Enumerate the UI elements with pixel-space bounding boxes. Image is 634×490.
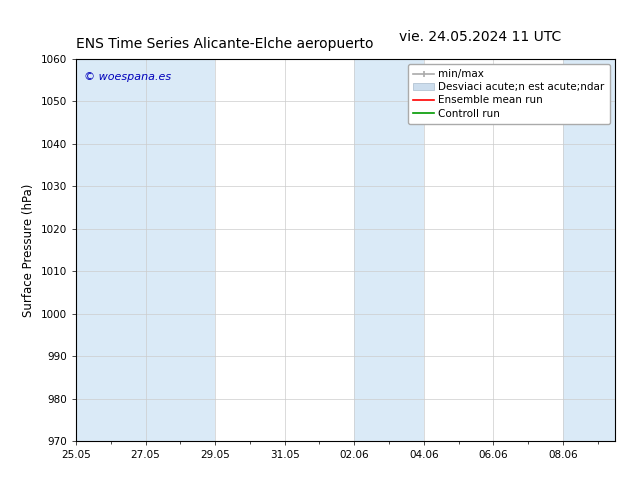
Bar (563, 59, 615, 441)
Bar (76, 59, 146, 441)
Text: © woespana.es: © woespana.es (84, 72, 171, 82)
Y-axis label: Surface Pressure (hPa): Surface Pressure (hPa) (22, 183, 36, 317)
Bar (354, 59, 424, 441)
Bar (146, 59, 215, 441)
Text: ENS Time Series Alicante-Elche aeropuerto: ENS Time Series Alicante-Elche aeropuert… (76, 37, 373, 50)
Legend: min/max, Desviaci acute;n est acute;ndar, Ensemble mean run, Controll run: min/max, Desviaci acute;n est acute;ndar… (408, 64, 610, 124)
Text: vie. 24.05.2024 11 UTC: vie. 24.05.2024 11 UTC (399, 30, 562, 44)
